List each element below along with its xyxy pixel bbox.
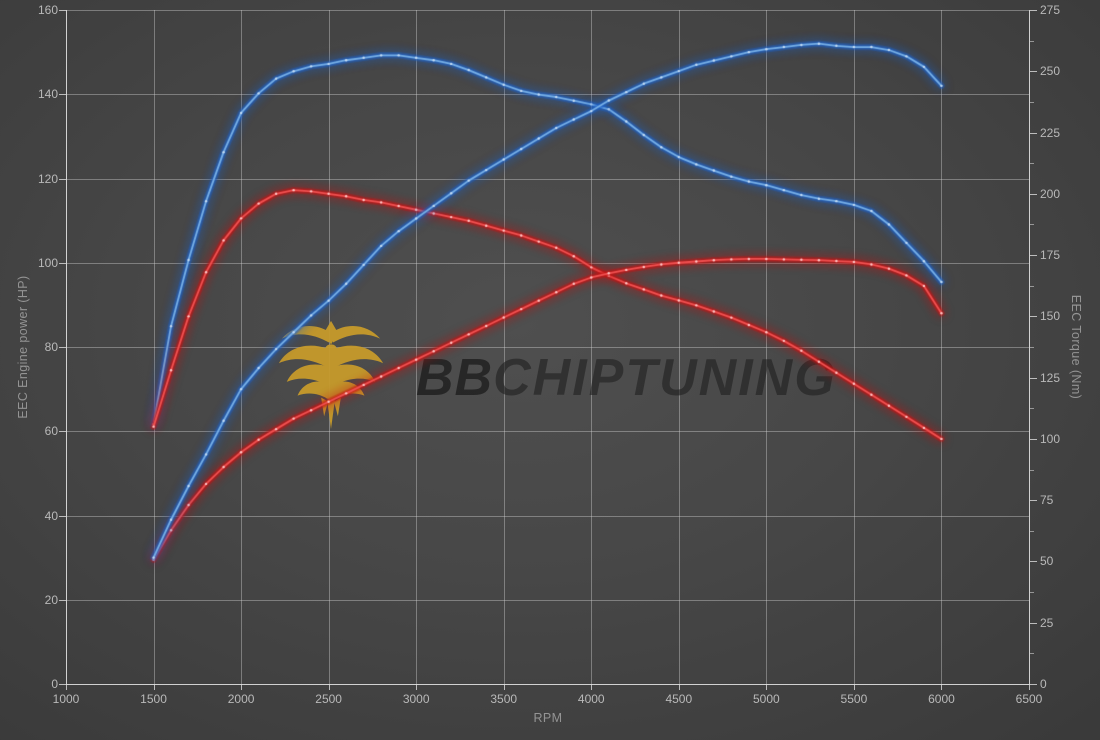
x-axis-title: RPM (533, 711, 563, 725)
y-axis-left-title: EEC Engine power (HP) (16, 275, 30, 419)
y-axis-right-title: EEC Torque (Nm) (1069, 294, 1083, 400)
